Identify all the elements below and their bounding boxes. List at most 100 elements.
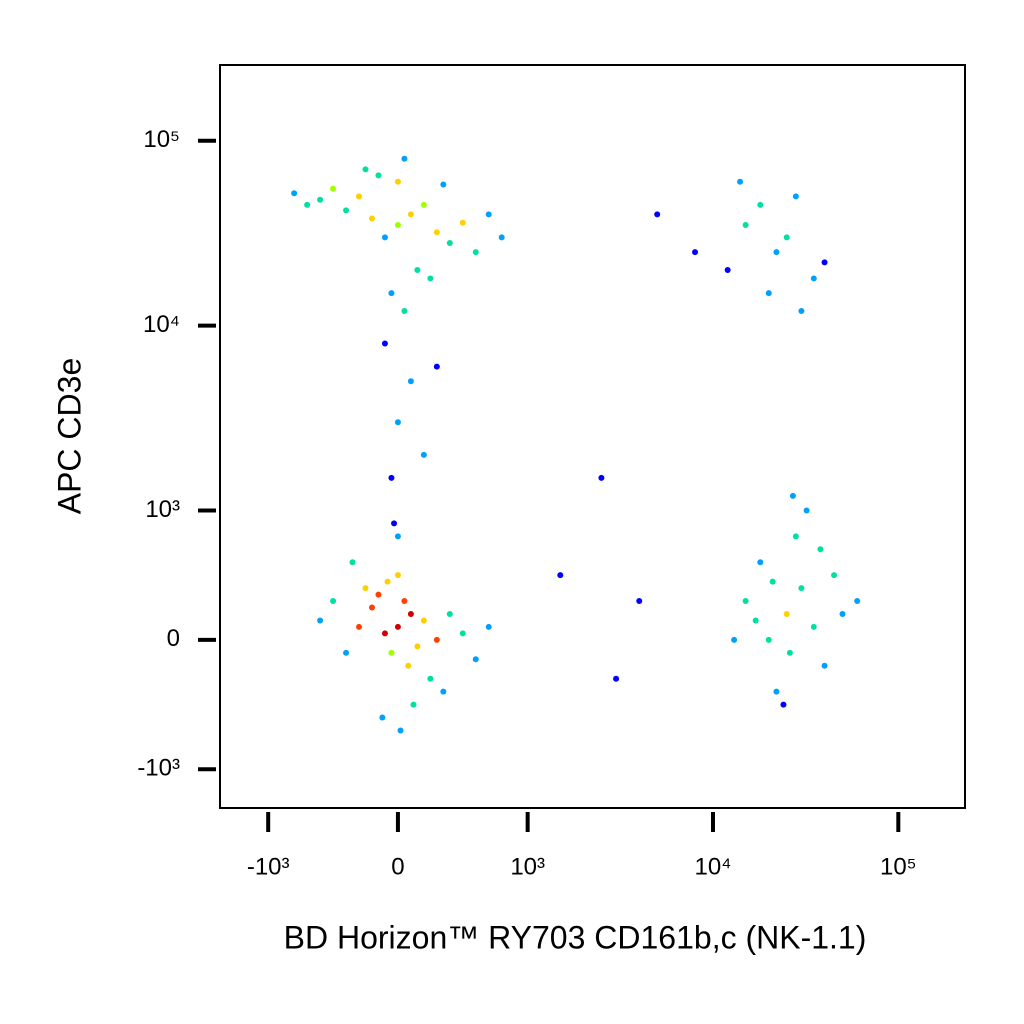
event-dot — [388, 290, 395, 297]
event-dot — [420, 451, 427, 458]
event-dot — [427, 675, 434, 682]
y-tick-label: 10³ — [145, 496, 180, 523]
event-dot — [724, 266, 731, 273]
event-dot — [420, 201, 427, 208]
event-dot — [394, 623, 401, 630]
event-dot — [821, 259, 828, 266]
event-dot — [752, 617, 759, 624]
event-dot — [440, 688, 447, 695]
event-dot — [446, 610, 453, 617]
event-dot — [379, 714, 386, 721]
y-tick-label: 10⁴ — [143, 311, 180, 338]
x-tick-label: 10⁵ — [880, 853, 917, 880]
x-tick-label: 10³ — [510, 853, 545, 880]
event-dot — [375, 172, 382, 179]
event-dot — [407, 610, 414, 617]
event-dot — [410, 701, 417, 708]
event-dot — [821, 662, 828, 669]
event-dot — [757, 559, 764, 566]
event-dot — [407, 211, 414, 218]
event-dot — [817, 546, 824, 553]
event-dot — [427, 275, 434, 282]
event-dot — [394, 419, 401, 426]
event-dot — [349, 559, 356, 566]
event-dot — [485, 623, 492, 630]
event-dot — [381, 340, 388, 347]
event-dot — [769, 578, 776, 585]
event-dot — [472, 656, 479, 663]
event-dot — [388, 649, 395, 656]
event-dot — [405, 662, 412, 669]
event-dot — [433, 229, 440, 236]
event-dot — [765, 636, 772, 643]
event-dot — [598, 474, 605, 481]
event-dot — [557, 572, 564, 579]
event-dot — [362, 585, 369, 592]
event-dot — [414, 266, 421, 273]
event-dot — [731, 636, 738, 643]
event-dot — [384, 578, 391, 585]
x-tick-label: -10³ — [247, 853, 290, 880]
event-dot — [401, 598, 408, 605]
x-axis-label: BD Horizon™ RY703 CD161b,c (NK-1.1) — [284, 919, 867, 955]
event-dot — [613, 675, 620, 682]
event-dot — [414, 643, 421, 650]
event-dot — [304, 201, 311, 208]
event-dot — [446, 239, 453, 246]
event-dot — [783, 610, 790, 617]
event-dot — [433, 636, 440, 643]
event-dot — [798, 585, 805, 592]
event-dot — [330, 598, 337, 605]
event-dot — [362, 166, 369, 173]
event-dot — [317, 196, 324, 203]
event-dot — [388, 474, 395, 481]
event-dot — [394, 533, 401, 540]
event-dot — [792, 533, 799, 540]
event-dot — [786, 649, 793, 656]
event-dot — [737, 178, 744, 185]
event-dot — [757, 201, 764, 208]
event-dot — [498, 234, 505, 241]
event-dot — [420, 617, 427, 624]
event-dot — [394, 222, 401, 229]
event-dot — [317, 617, 324, 624]
event-dot — [381, 630, 388, 637]
event-dot — [742, 222, 749, 229]
event-dot — [780, 701, 787, 708]
event-dot — [810, 275, 817, 282]
event-dot — [356, 623, 363, 630]
event-dot — [636, 598, 643, 605]
event-dot — [459, 219, 466, 226]
event-dot — [803, 507, 810, 514]
event-dot — [407, 378, 414, 385]
event-dot — [773, 249, 780, 256]
y-tick-label: 10⁵ — [143, 126, 180, 153]
event-dot — [368, 604, 375, 611]
event-dot — [654, 211, 661, 218]
y-tick-label: -10³ — [137, 755, 180, 782]
event-dot — [742, 598, 749, 605]
plot-frame — [219, 64, 966, 809]
event-dot — [810, 623, 817, 630]
event-dot — [459, 630, 466, 637]
event-dot — [401, 155, 408, 162]
x-tick-label: 0 — [391, 853, 404, 880]
event-dot — [343, 207, 350, 214]
event-dot — [798, 307, 805, 314]
event-dot — [375, 591, 382, 598]
y-tick-label: 0 — [167, 625, 180, 652]
event-dot — [765, 290, 772, 297]
event-dot — [356, 193, 363, 200]
event-dot — [783, 234, 790, 241]
event-dot — [789, 492, 796, 499]
event-dot — [472, 249, 479, 256]
event-dot — [440, 181, 447, 188]
event-dot — [291, 190, 298, 197]
event-dot — [831, 572, 838, 579]
event-dot — [391, 520, 398, 527]
event-dot — [773, 688, 780, 695]
y-axis-label: APC CD3e — [51, 358, 87, 515]
event-dot — [343, 649, 350, 656]
event-dot — [394, 572, 401, 579]
event-dot — [381, 234, 388, 241]
